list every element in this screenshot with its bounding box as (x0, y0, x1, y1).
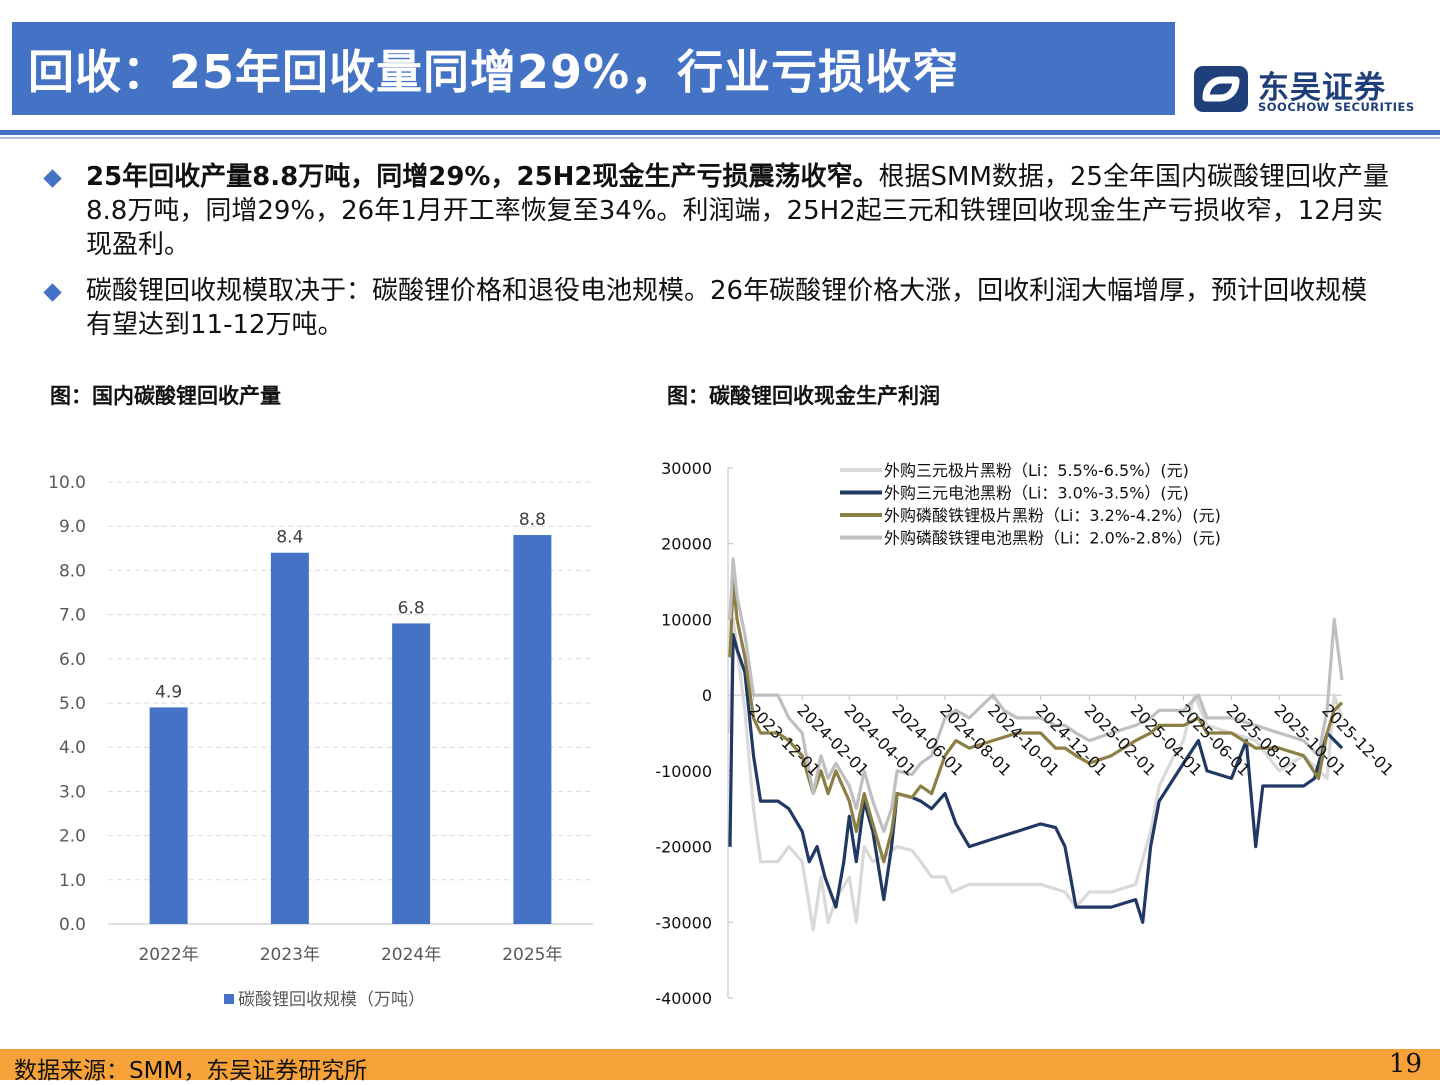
y-tick-label: 10.0 (48, 473, 86, 493)
title-bar: 回收：25年回收量同增29%，行业亏损收窄 (12, 22, 1175, 115)
company-logo: 东吴证券 SOOCHOW SECURITIES (1192, 62, 1422, 120)
diamond-bullet-icon (43, 169, 62, 188)
bar (392, 623, 431, 924)
y-tick-label: -20000 (655, 838, 712, 857)
y-tick-label: 5.0 (59, 694, 86, 714)
legend-label: 外购三元电池黑粉（Li：3.0%-3.5%）(元) (884, 484, 1189, 503)
y-tick-label: -40000 (655, 989, 712, 1008)
header-rule (0, 130, 1440, 135)
y-tick-label: -10000 (655, 762, 712, 781)
recycling-output-bar-chart: 0.0 1.0 2.0 3.0 4.0 5.0 6.0 7.0 8.0 9.0 10.0 4.9 202… (48, 473, 593, 1010)
y-tick-label: 0.0 (59, 915, 86, 935)
legend-label: 外购三元极片黑粉（Li：5.5%-6.5%）(元) (884, 461, 1189, 480)
legend-label: 碳酸锂回收规模（万吨） (238, 990, 425, 1010)
recycling-profit-line-chart: 30000 20000 10000 0 -10000 -20000 -30000 -40000… (655, 459, 1397, 1008)
bar (149, 707, 188, 924)
y-tick-label: 1.0 (59, 871, 86, 891)
legend-label: 外购磷酸铁锂极片黑粉（Li：3.2%-4.2%）(元) (884, 506, 1221, 525)
data-label: 8.4 (276, 528, 303, 548)
bullet-text: 碳酸锂回收规模取决于：碳酸锂价格和退役电池规模。26年碳酸锂价格大涨，回收利润大… (86, 276, 1368, 340)
x-tick-label: 2025年 (502, 945, 562, 965)
x-tick-label: 2022年 (138, 945, 198, 965)
left-figure-title: 图：国内碳酸锂回收产量 (50, 384, 281, 408)
right-figure-title: 图：碳酸锂回收现金生产利润 (667, 384, 940, 408)
page-title: 回收：25年回收量同增29%，行业亏损收窄 (28, 45, 960, 99)
series-line (728, 580, 1344, 864)
data-label: 6.8 (398, 598, 425, 618)
bullet-item: 碳酸锂回收规模取决于：碳酸锂价格和退役电池规模。26年碳酸锂价格大涨，回收利润大… (40, 274, 1390, 342)
data-label: 8.8 (519, 510, 546, 530)
bullet-text: 根据SMM数据，25全年国内碳酸锂回收产量8.8万吨，同增29%，26年1月开工… (86, 162, 1389, 260)
y-tick-label: 10000 (661, 610, 712, 629)
logo-english-name: SOOCHOW SECURITIES (1258, 100, 1415, 114)
x-tick-label: 2023年 (260, 945, 320, 965)
series-line (728, 557, 1344, 833)
legend-label: 外购磷酸铁锂电池黑粉（Li：2.0%-2.8%）(元) (884, 529, 1221, 548)
bar (513, 535, 552, 924)
y-tick-label: 6.0 (59, 650, 86, 670)
y-tick-label: 30000 (661, 459, 712, 478)
y-tick-label: 9.0 (59, 517, 86, 537)
data-label: 4.9 (155, 682, 182, 702)
y-tick-label: 7.0 (59, 606, 86, 626)
y-tick-label: -30000 (655, 913, 712, 932)
footer-bar: 数据来源：SMM，东吴证券研究所 19 (0, 1049, 1440, 1084)
y-tick-label: 2.0 (59, 827, 86, 847)
bullet-list: 25年回收产量8.8万吨，同增29%，25H2现金生产亏损震荡收窄。根据SMM数… (40, 160, 1390, 354)
bullet-item: 25年回收产量8.8万吨，同增29%，25H2现金生产亏损震荡收窄。根据SMM数… (40, 160, 1390, 262)
y-tick-label: 8.0 (59, 561, 86, 581)
page-number: 19 (1388, 1049, 1422, 1079)
header-subrule (0, 137, 1440, 139)
y-tick-label: 4.0 (59, 738, 86, 758)
y-tick-label: 0 (702, 686, 712, 705)
diamond-bullet-icon (43, 283, 62, 302)
series-line (728, 617, 1344, 932)
series-line (728, 633, 1344, 924)
logo-mark-icon (1194, 66, 1248, 112)
x-tick-label: 2024年 (381, 945, 441, 965)
legend-swatch (224, 994, 234, 1004)
bullet-bold-text: 25年回收产量8.8万吨，同增29%，25H2现金生产亏损震荡收窄。 (86, 162, 879, 192)
y-tick-label: 3.0 (59, 782, 86, 802)
bar (270, 552, 309, 924)
logo-name: 东吴证券 (1258, 70, 1386, 106)
y-tick-label: 20000 (661, 535, 712, 554)
